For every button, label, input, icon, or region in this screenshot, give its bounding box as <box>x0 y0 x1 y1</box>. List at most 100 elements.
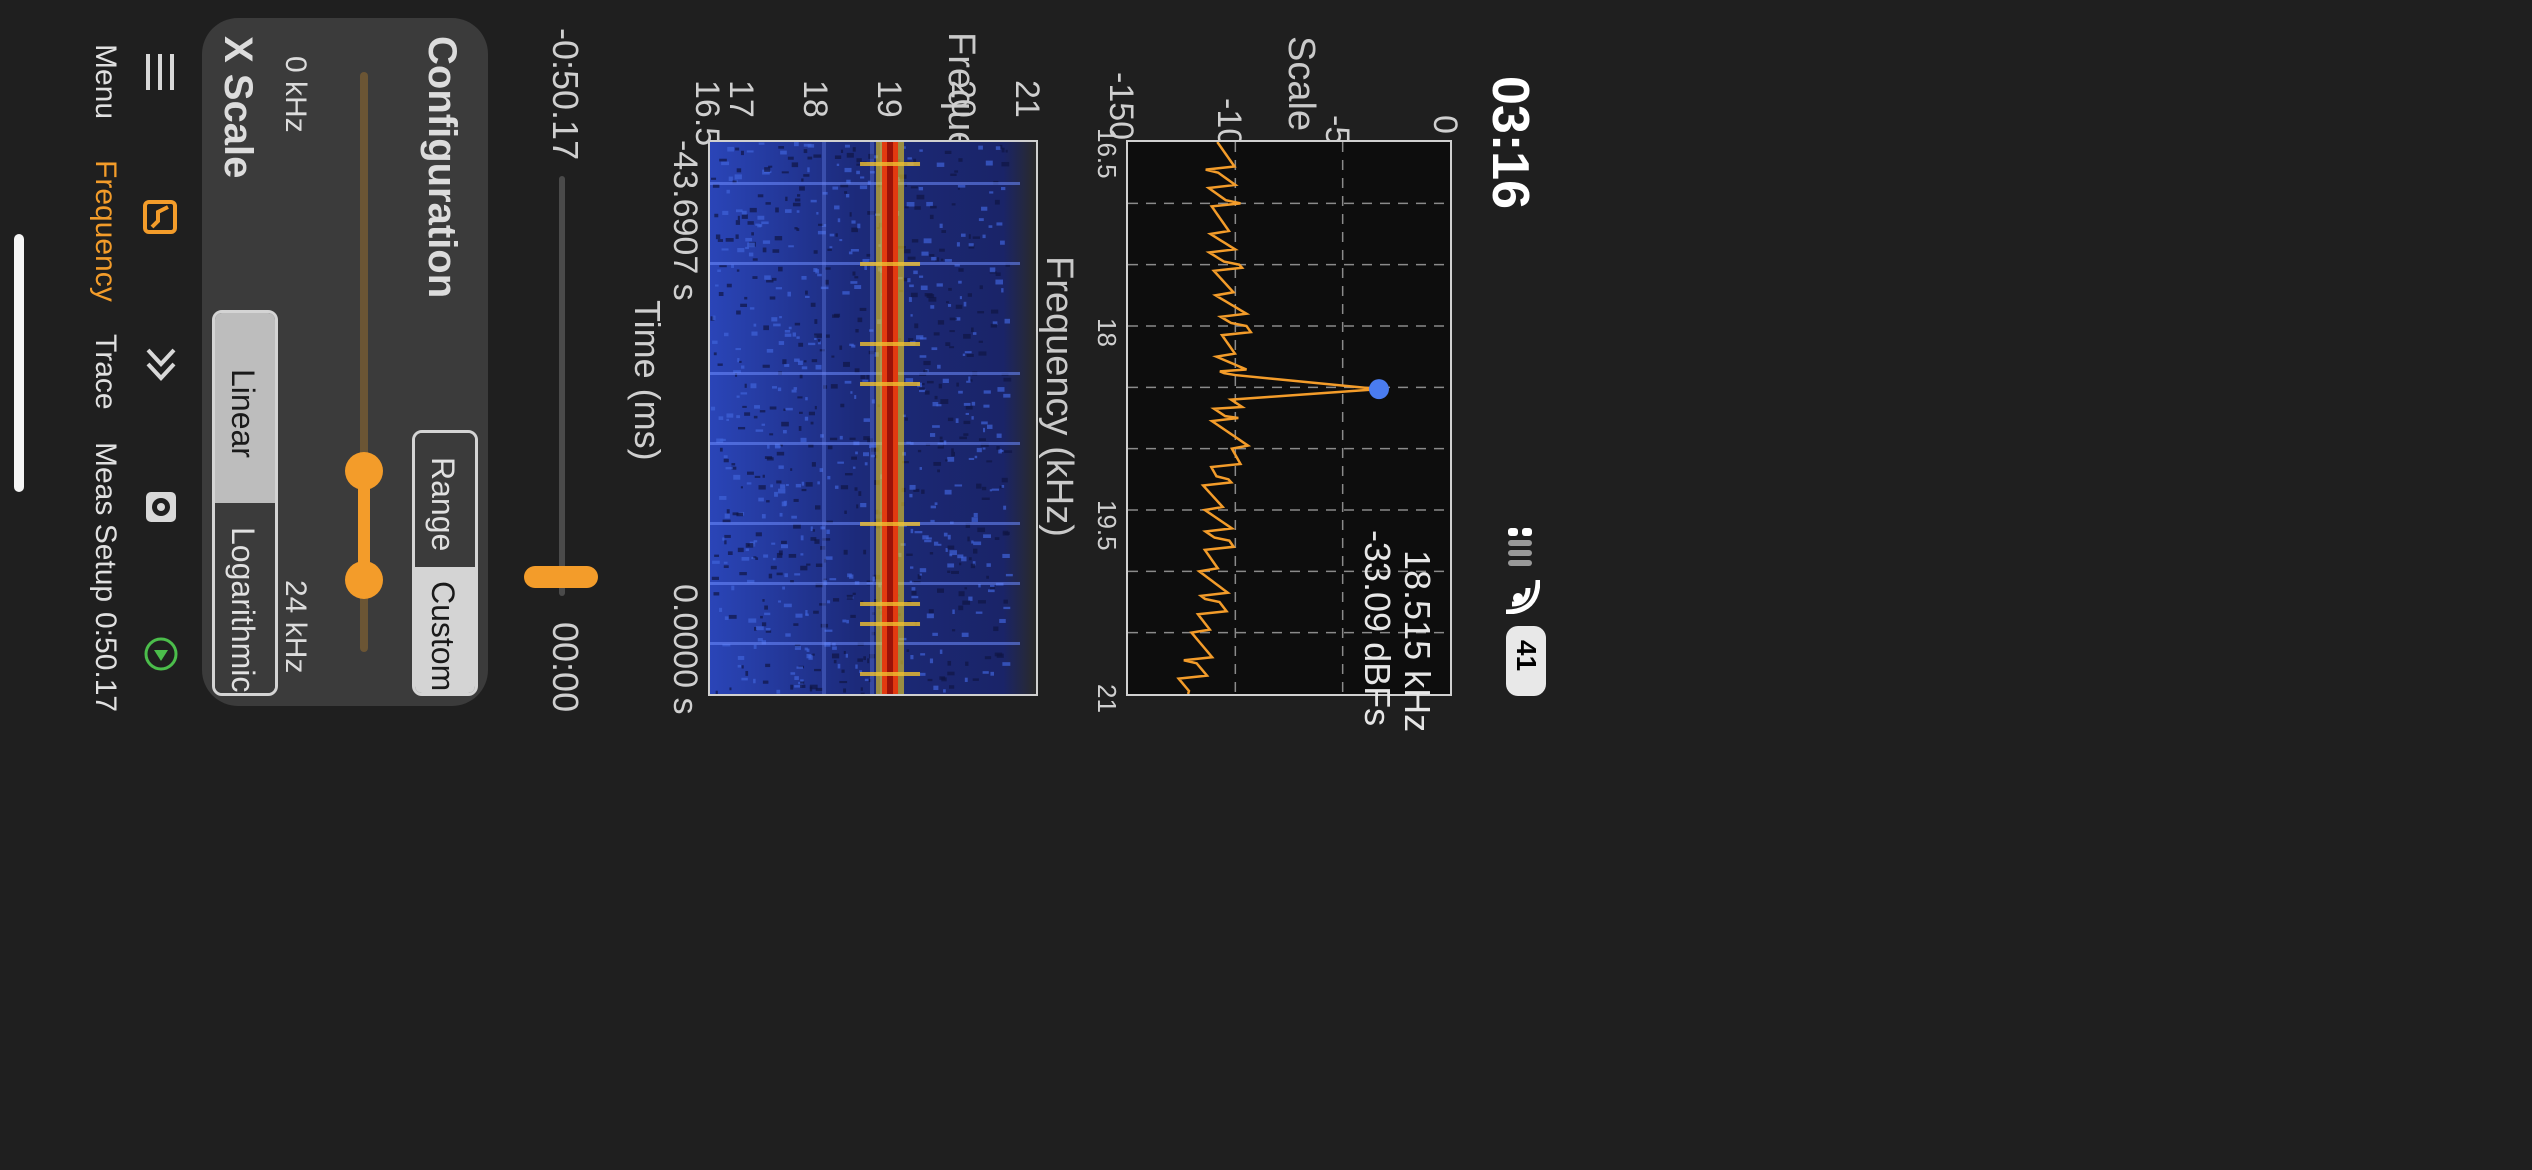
spectrogram-noise <box>826 529 830 535</box>
spectrogram-noise <box>827 475 831 480</box>
spectrogram-noise <box>736 415 741 419</box>
spectrogram-noise <box>995 146 1001 150</box>
spectrogram-noise <box>983 427 986 433</box>
spectrogram-heatmap[interactable] <box>708 140 1038 696</box>
spectrogram-noise <box>769 296 776 300</box>
spectrogram-noise <box>910 314 913 317</box>
gear-icon[interactable] <box>144 490 178 524</box>
spectrogram-noise <box>832 646 837 650</box>
custom-option[interactable]: Custom <box>415 567 475 693</box>
spectrogram-noise <box>941 677 947 682</box>
spectrogram-noise <box>943 689 946 693</box>
linear-option[interactable]: Linear <box>215 313 275 503</box>
spectrogram-noise <box>929 214 934 220</box>
spectrogram-noise <box>840 149 844 153</box>
spectrogram-noise <box>804 416 809 421</box>
spectrogram-noise <box>994 652 1003 657</box>
spectrogram-noise <box>821 224 827 227</box>
spectrogram-noise <box>936 162 945 167</box>
spectrogram-noise <box>800 437 807 443</box>
spectrogram-noise <box>805 482 813 487</box>
spectrogram-noise <box>817 273 822 277</box>
spectrogram-noise <box>964 587 968 590</box>
spectrogram-noise <box>817 339 821 343</box>
spectrogram-noise <box>982 234 986 239</box>
spectrogram-noise <box>741 214 748 219</box>
spectrogram-noise <box>907 278 911 283</box>
frequency-range-min-handle[interactable] <box>345 452 383 490</box>
trace-tab-icon[interactable] <box>146 346 176 382</box>
spectrogram-noise <box>923 360 931 366</box>
spectrogram-noise <box>717 269 721 273</box>
spectrogram-noise <box>774 236 783 241</box>
spectrogram-noise <box>765 663 771 668</box>
range-option[interactable]: Range <box>415 433 475 565</box>
spectrogram-noise <box>978 351 987 356</box>
spectrogram-noise <box>1000 186 1006 191</box>
tab-menu-label[interactable]: Menu <box>89 44 122 120</box>
spectrogram-noise <box>747 242 755 248</box>
spectrogram-noise <box>712 340 718 344</box>
spectrogram-tone-spur <box>860 262 921 266</box>
time-scrub-track[interactable] <box>559 176 565 596</box>
menu-icon[interactable] <box>146 54 176 90</box>
spectrogram-noise <box>839 239 843 242</box>
spectrogram-noise <box>930 519 935 523</box>
spectrogram-noise <box>841 669 845 673</box>
frequency-range-track[interactable] <box>360 72 368 652</box>
spectrogram-noise <box>822 538 831 541</box>
spectrogram-noise <box>757 224 762 228</box>
spectrogram-noise <box>947 570 951 573</box>
spectrogram-noise <box>978 340 983 343</box>
spectrogram-noise <box>852 271 856 276</box>
spectrogram-noise <box>958 158 963 162</box>
spectrogram-noise <box>810 302 816 307</box>
frequency-range-max-handle[interactable] <box>345 561 383 599</box>
spectrogram-noise <box>778 465 784 469</box>
spectrogram-noise <box>867 438 874 444</box>
spectrogram-noise <box>714 213 719 218</box>
logarithmic-option[interactable]: Logarithmic <box>215 505 275 693</box>
frequency-tab-icon[interactable] <box>143 200 177 234</box>
spectrogram-noise <box>723 458 729 463</box>
spectrogram-noise <box>909 284 914 288</box>
spectrogram-noise <box>907 256 916 260</box>
tab-frequency-label[interactable]: Frequency <box>89 160 122 302</box>
spectrogram-noise <box>840 183 849 188</box>
spectrogram-noise <box>843 650 846 655</box>
spectrogram-noise <box>906 553 913 556</box>
run-status-icon[interactable] <box>143 636 179 672</box>
spectrogram-noise <box>963 433 969 436</box>
spectrum-x-tick: 16.5 <box>1092 128 1122 179</box>
x-scale-segmented[interactable]: Linear Logarithmic <box>212 310 278 696</box>
spectrogram-noise <box>769 433 774 436</box>
spectrogram-noise <box>989 489 993 492</box>
spectrogram-noise <box>712 315 716 321</box>
spectrogram-noise <box>736 269 740 272</box>
spectrogram-time-start-label: -43.6907 s <box>666 140 704 301</box>
spectrogram-noise <box>855 451 858 455</box>
home-indicator[interactable] <box>14 234 24 492</box>
x-scale-title: X Scale <box>216 36 260 179</box>
time-scrub-thumb[interactable] <box>524 566 598 588</box>
spectrogram-noise <box>722 519 731 523</box>
spectrum-plot[interactable] <box>1126 140 1452 696</box>
tab-meas-setup-label[interactable]: Meas Setup <box>89 442 122 603</box>
spectrogram-noise <box>792 202 801 207</box>
spectrogram-noise <box>793 623 799 626</box>
spectrogram-noise <box>859 185 868 190</box>
range-custom-segmented[interactable]: Range Custom <box>412 430 478 696</box>
tab-trace-label[interactable]: Trace <box>89 334 122 410</box>
spectrogram-noise <box>909 580 913 583</box>
spectrogram-noise <box>800 553 804 556</box>
spectrogram-tone-core <box>887 142 894 694</box>
spectrogram-noise <box>761 514 766 519</box>
spectrogram-noise <box>869 654 876 659</box>
spectrogram-noise <box>970 563 976 569</box>
spectrogram-noise <box>778 600 782 603</box>
spectrogram-noise <box>842 619 847 623</box>
spectrogram-noise <box>795 613 803 618</box>
spectrogram-noise <box>796 228 800 232</box>
spectrogram-noise <box>937 469 940 473</box>
spectrogram-noise <box>831 653 840 659</box>
